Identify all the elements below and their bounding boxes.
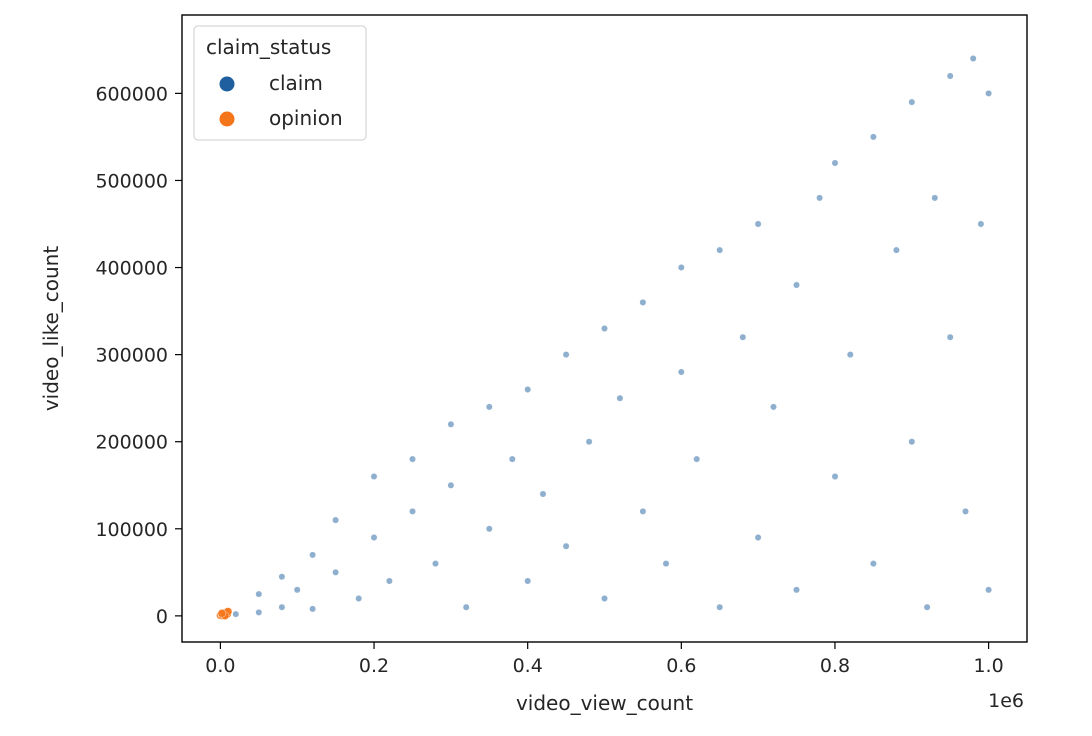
point-claim-54 — [908, 98, 916, 106]
point-claim-55 — [923, 603, 931, 611]
point-claim-10 — [355, 595, 363, 602]
point-claim-51 — [870, 133, 877, 141]
point-claim-9 — [332, 516, 339, 524]
point-claim-21 — [485, 403, 493, 411]
point-claim-37 — [693, 455, 701, 463]
point-claim-40 — [739, 333, 747, 341]
point-claim-22 — [508, 455, 516, 463]
point-claim-38 — [716, 603, 724, 611]
x-tick-label-2: 0.4 — [513, 655, 543, 677]
legend-label-opinion: opinion — [269, 106, 343, 130]
point-claim-7 — [309, 551, 316, 559]
point-claim-19 — [462, 603, 470, 611]
x-axis-ticks: 0.0 0.2 0.4 0.6 0.8 1.0 — [205, 642, 1004, 677]
point-claim-4 — [278, 573, 286, 581]
y-tick-label-4: 400000 — [95, 258, 168, 280]
point-claim-24 — [524, 386, 532, 393]
point-claim-32 — [639, 507, 647, 515]
point-claim-28 — [585, 438, 593, 446]
point-claim-15 — [409, 455, 416, 463]
point-claim-53 — [908, 438, 916, 446]
point-claim-56 — [931, 194, 939, 202]
y-tick-label-1: 100000 — [95, 519, 168, 541]
point-claim-3 — [278, 603, 286, 611]
point-claim-44 — [793, 281, 800, 289]
x-axis-label: video_view_count — [516, 691, 693, 715]
point-claim-34 — [662, 560, 670, 567]
x-tick-label-3: 0.6 — [666, 655, 696, 677]
y-tick-label-6: 600000 — [95, 83, 168, 105]
point-claim-6 — [309, 605, 316, 613]
y-axis-label: video_like_count — [39, 246, 63, 412]
point-claim-42 — [754, 220, 762, 228]
point-claim-20 — [485, 525, 493, 533]
point-opinion-11 — [217, 609, 227, 618]
legend: claim_status claim opinion — [193, 25, 367, 141]
point-claim-31 — [616, 394, 624, 402]
point-claim-16 — [432, 560, 439, 567]
points-layer — [216, 55, 992, 620]
point-claim-39 — [716, 246, 724, 254]
point-claim-11 — [370, 534, 378, 541]
legend-marker-opinion — [219, 111, 235, 127]
point-claim-17 — [447, 481, 455, 489]
y-tick-label-5: 500000 — [95, 170, 168, 192]
point-claim-36 — [677, 264, 685, 271]
point-claim-12 — [370, 473, 378, 480]
point-claim-46 — [816, 194, 823, 202]
point-claim-48 — [831, 159, 839, 167]
point-claim-58 — [946, 333, 954, 341]
point-claim-41 — [754, 534, 762, 541]
x-tick-label-0: 0.0 — [205, 655, 235, 677]
point-claim-26 — [562, 542, 570, 550]
point-claim-14 — [409, 507, 416, 515]
point-claim-62 — [985, 586, 992, 594]
point-claim-13 — [385, 577, 393, 585]
point-claim-60 — [969, 55, 977, 62]
y-tick-label-0: 0 — [156, 606, 168, 628]
x-tick-label-5: 1.0 — [973, 655, 1003, 677]
point-claim-33 — [639, 298, 647, 306]
point-claim-57 — [946, 72, 954, 80]
point-claim-29 — [601, 595, 608, 602]
point-claim-23 — [524, 577, 532, 585]
point-claim-59 — [962, 507, 969, 515]
legend-title: claim_status — [206, 35, 331, 59]
point-claim-43 — [770, 403, 777, 411]
y-tick-label-3: 300000 — [95, 345, 168, 367]
point-claim-50 — [870, 560, 877, 567]
y-axis-ticks: 0 100000 200000 300000 400000 500000 600000 — [95, 83, 182, 628]
point-claim-35 — [677, 368, 685, 376]
point-claim-27 — [562, 351, 570, 358]
point-claim-45 — [793, 586, 800, 594]
point-claim-1 — [255, 609, 263, 616]
point-claim-47 — [831, 473, 839, 480]
point-claim-52 — [893, 246, 900, 254]
point-claim-61 — [977, 220, 985, 228]
point-claim-49 — [846, 351, 854, 358]
plot-frame — [181, 14, 1028, 643]
x-tick-label-4: 0.8 — [820, 655, 850, 677]
x-tick-label-1: 0.2 — [359, 655, 389, 677]
point-claim-25 — [539, 490, 547, 498]
legend-marker-claim — [219, 76, 235, 92]
point-claim-63 — [985, 90, 992, 97]
y-tick-label-2: 200000 — [95, 432, 168, 454]
x-axis-offset-label: 1e6 — [988, 690, 1024, 712]
point-claim-8 — [332, 568, 339, 576]
legend-box — [193, 25, 367, 141]
point-claim-30 — [601, 325, 608, 332]
point-claim-5 — [293, 586, 301, 594]
point-claim-2 — [255, 590, 263, 598]
point-claim-18 — [447, 420, 455, 428]
legend-label-claim: claim — [269, 71, 323, 95]
point-claim-0 — [232, 610, 240, 618]
